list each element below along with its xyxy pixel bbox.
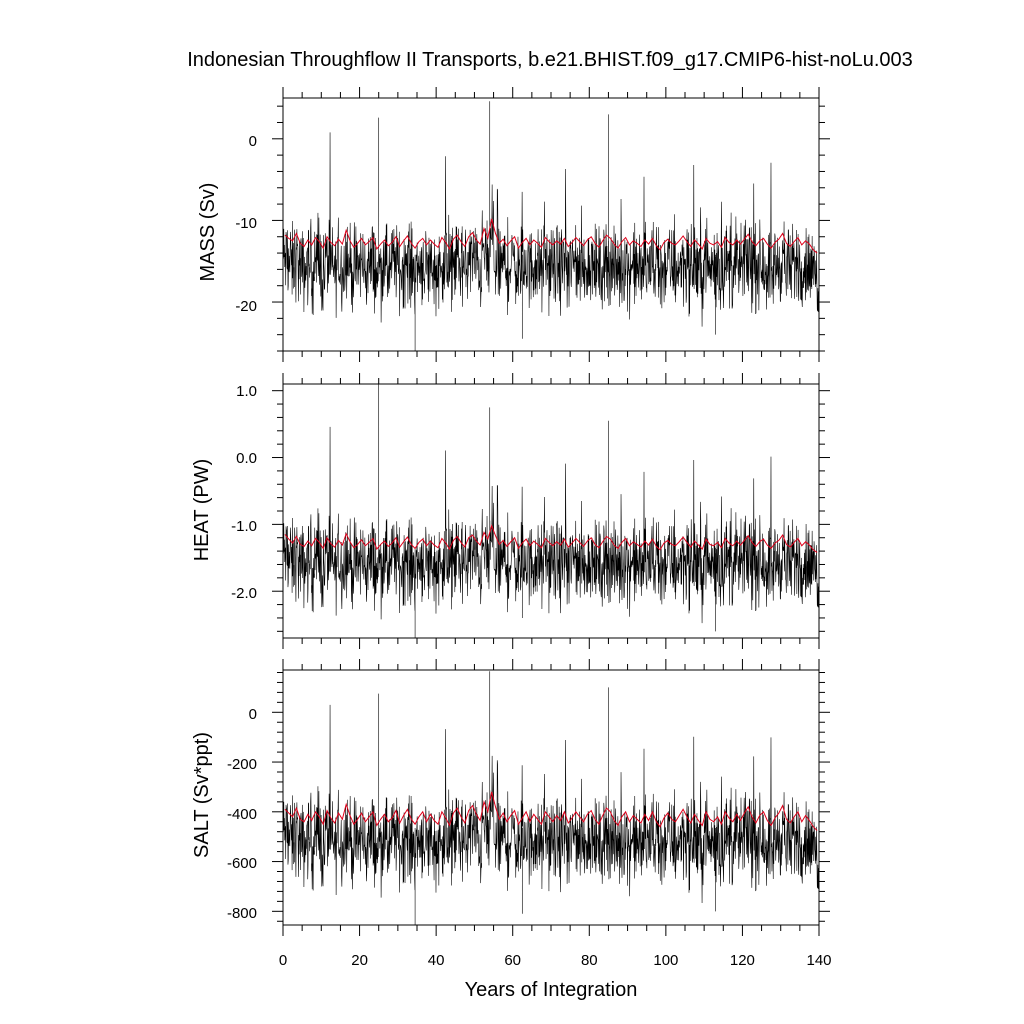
x-tick-label: 140 [806, 952, 831, 969]
plot-frame-mass [282, 97, 820, 352]
series-line-annual [284, 791, 818, 831]
y-tick-labels-mass: 0 -10 -20 [235, 133, 257, 315]
x-tick-label: 40 [428, 952, 445, 969]
y-tick-label: -20 [235, 298, 257, 315]
x-tick-label: 20 [351, 952, 368, 969]
x-tick-label: 60 [504, 952, 521, 969]
y-tick-label: -400 [227, 806, 257, 823]
marks-heat [272, 373, 830, 649]
x-tick-label: 80 [581, 952, 598, 969]
marks-mass [272, 87, 830, 362]
y-tick-label: -600 [227, 855, 257, 872]
y-tick-labels-heat: 1.0 0.0 -1.0 -2.0 [231, 383, 257, 602]
y-tick-label: -800 [227, 905, 257, 922]
x-tick-label: 100 [653, 952, 678, 969]
series-line-monthly [282, 384, 820, 638]
x-tick-labels: 0 20 40 60 80 100 120 140 [279, 952, 832, 969]
y-tick-label: 0 [249, 706, 257, 723]
plot-frame-salt [282, 669, 820, 926]
y-tick-label: -2.0 [231, 585, 257, 602]
y-tick-label: -200 [227, 756, 257, 773]
panel-mass: MASS (Sv) 0 -10 -20 [197, 87, 830, 362]
series-line-monthly [282, 671, 820, 925]
x-tick-label: 0 [279, 952, 287, 969]
y-axis-label-heat: HEAT (PW) [191, 459, 213, 562]
x-tick-label: 120 [730, 952, 755, 969]
y-tick-label: -10 [235, 215, 257, 232]
y-tick-labels-salt: 0 -200 -400 -600 -800 [227, 706, 257, 922]
series-line-annual [284, 524, 818, 553]
y-tick-label: -1.0 [231, 518, 257, 535]
y-tick-label: 0 [249, 133, 257, 150]
plot-frame-heat [282, 383, 820, 639]
y-tick-label: 1.0 [236, 383, 257, 400]
chart-title: Indonesian Throughflow II Transports, b.… [187, 49, 913, 71]
panel-heat: HEAT (PW) 1.0 0.0 -1.0 -2.0 [191, 373, 830, 649]
y-tick-label: 0.0 [236, 450, 257, 467]
x-axis-label: Years of Integration [465, 979, 638, 1001]
series-line-annual [284, 218, 818, 254]
y-axis-label-mass: MASS (Sv) [197, 183, 219, 282]
panel-salt: SALT (Sv*ppt) 0 -200 -400 -600 -800 [191, 659, 830, 936]
y-axis-label-salt: SALT (Sv*ppt) [191, 732, 213, 858]
series-line-monthly [282, 101, 820, 351]
marks-salt [272, 659, 830, 936]
